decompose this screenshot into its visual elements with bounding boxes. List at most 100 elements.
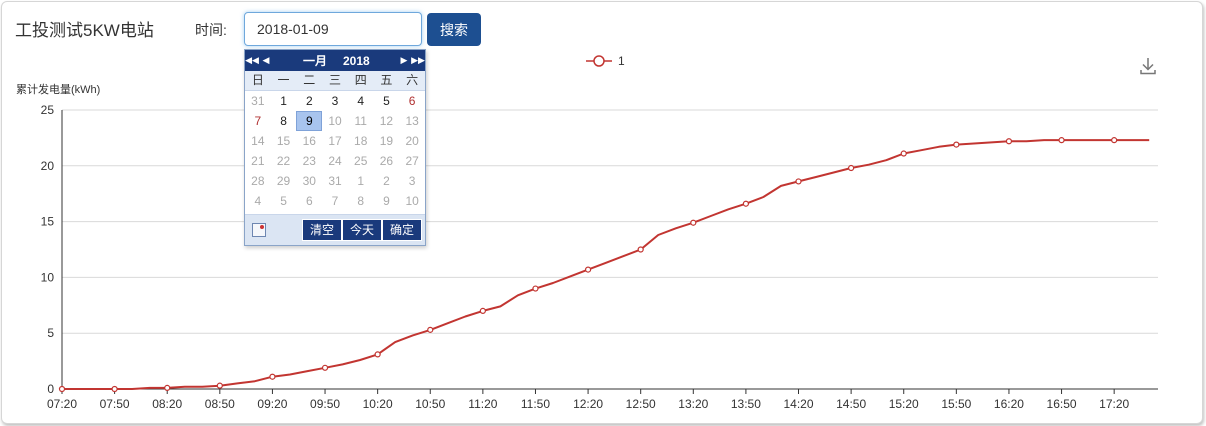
calendar-days: 31 1 2 3 4 5 6 7 8 9 10 11 12 13 14 15 16 17 18 19 20 21 22 23 2… bbox=[245, 91, 425, 211]
today-button[interactable]: 今天 bbox=[341, 219, 382, 241]
data-point bbox=[532, 285, 539, 292]
data-point bbox=[479, 307, 486, 314]
weekday-label: 日 bbox=[251, 73, 264, 87]
calendar-day[interactable]: 21 bbox=[251, 154, 265, 168]
calendar-day[interactable]: 10 bbox=[405, 194, 419, 208]
data-point bbox=[321, 364, 329, 371]
time-label: 时间: bbox=[195, 22, 227, 38]
x-tick-label: 13:50 bbox=[731, 397, 761, 411]
chart-legend[interactable]: 1 bbox=[586, 52, 625, 70]
calendar-day[interactable]: 18 bbox=[354, 134, 368, 148]
data-point bbox=[690, 219, 697, 226]
data-point bbox=[953, 141, 960, 148]
calendar-day[interactable]: 15 bbox=[276, 134, 291, 148]
data-point bbox=[374, 351, 381, 358]
data-point bbox=[164, 384, 171, 391]
double-chevron-left-icon[interactable]: ◀◀ bbox=[245, 55, 259, 65]
calendar-day[interactable]: 7 bbox=[254, 114, 262, 128]
data-point bbox=[900, 150, 907, 157]
chevron-right-icon[interactable]: ▶ bbox=[400, 55, 408, 65]
data-point bbox=[637, 246, 644, 253]
weekday-label: 三 bbox=[328, 73, 341, 87]
data-point bbox=[1111, 137, 1118, 144]
calendar-day[interactable]: 9 bbox=[383, 194, 390, 208]
calendar-day[interactable]: 24 bbox=[328, 154, 342, 168]
x-tick-label: 13:20 bbox=[678, 397, 708, 411]
calendar-year[interactable]: 2018 bbox=[343, 53, 370, 68]
x-tick-label: 08:20 bbox=[152, 397, 182, 411]
date-picker: ◀◀ ◀ 一月 2018 ▶ ▶▶ 日一二三四五六 31 1 2 3 4 5 6 7 8 9 10 1… bbox=[244, 49, 426, 246]
y-axis-label: 累计发电量(kWh) bbox=[16, 82, 100, 96]
chevron-left-icon[interactable]: ◀ bbox=[262, 55, 270, 65]
calendar-day[interactable]: 4 bbox=[254, 194, 262, 208]
series-line bbox=[62, 139, 1150, 390]
weekday-label: 六 bbox=[406, 73, 419, 87]
calendar-day[interactable]: 4 bbox=[357, 94, 365, 108]
data-point bbox=[427, 326, 434, 333]
calendar-day[interactable]: 1 bbox=[357, 174, 365, 188]
calendar-day[interactable]: 11 bbox=[354, 114, 367, 128]
data-point bbox=[742, 200, 750, 207]
x-tick-label: 11:50 bbox=[521, 397, 550, 411]
calendar-day[interactable]: 20 bbox=[405, 134, 419, 148]
data-point bbox=[111, 385, 118, 393]
x-tick-label: 17:20 bbox=[1099, 397, 1129, 411]
calendar-day[interactable]: 14 bbox=[251, 134, 265, 148]
calendar-weekdays: 日一二三四五六 bbox=[245, 71, 425, 91]
x-tick-label: 10:20 bbox=[363, 397, 393, 411]
calendar-day[interactable]: 17 bbox=[328, 134, 342, 148]
x-tick-label: 14:50 bbox=[836, 397, 866, 411]
download-icon[interactable] bbox=[1138, 56, 1158, 76]
calendar-day[interactable]: 5 bbox=[280, 194, 287, 208]
calendar-day[interactable]: 6 bbox=[408, 94, 416, 108]
calendar-day[interactable]: 2 bbox=[383, 174, 390, 188]
calendar-day[interactable]: 1 bbox=[280, 94, 287, 108]
data-point bbox=[269, 373, 276, 380]
calendar-day[interactable]: 29 bbox=[276, 174, 291, 188]
calendar-day[interactable]: 25 bbox=[354, 154, 368, 168]
calendar-month[interactable]: 一月 bbox=[302, 54, 327, 68]
calendar-day[interactable]: 2 bbox=[305, 94, 313, 108]
y-tick-label: 25 bbox=[41, 103, 55, 117]
x-tick-label: 16:50 bbox=[1047, 397, 1077, 411]
legend-marker-icon bbox=[586, 55, 612, 67]
data-point bbox=[584, 266, 592, 273]
calendar-day[interactable]: 10 bbox=[328, 114, 342, 128]
search-button[interactable]: 搜索 bbox=[427, 13, 481, 46]
calendar-day[interactable]: 8 bbox=[357, 194, 365, 208]
calendar-day[interactable]: 12 bbox=[379, 114, 394, 128]
weekday-label: 四 bbox=[354, 73, 367, 87]
calendar-day[interactable]: 27 bbox=[405, 154, 419, 168]
calendar-day[interactable]: 13 bbox=[405, 114, 419, 128]
calendar-day[interactable]: 30 bbox=[302, 174, 316, 188]
y-tick-label: 0 bbox=[47, 382, 54, 396]
calendar-day[interactable]: 19 bbox=[379, 134, 394, 148]
calendar-day[interactable]: 6 bbox=[305, 194, 313, 208]
y-tick-label: 20 bbox=[41, 159, 55, 173]
calendar-day[interactable]: 5 bbox=[383, 94, 390, 108]
data-point bbox=[795, 178, 802, 185]
double-chevron-right-icon[interactable]: ▶▶ bbox=[411, 55, 425, 65]
calendar-footer: 清空 今天 确定 bbox=[245, 214, 425, 245]
date-input[interactable] bbox=[244, 12, 422, 46]
calendar-day-selected[interactable]: 9 bbox=[296, 111, 323, 131]
y-tick-label: 15 bbox=[41, 215, 55, 229]
calendar-day[interactable]: 7 bbox=[331, 194, 339, 208]
calendar-icon[interactable] bbox=[252, 223, 266, 237]
legend-label: 1 bbox=[618, 54, 625, 68]
calendar-day[interactable]: 23 bbox=[302, 154, 316, 168]
calendar-day[interactable]: 28 bbox=[251, 174, 265, 188]
calendar-day[interactable]: 26 bbox=[379, 154, 394, 168]
calendar-day[interactable]: 31 bbox=[328, 174, 342, 188]
calendar-day[interactable]: 31 bbox=[251, 94, 265, 108]
calendar-day[interactable]: 3 bbox=[408, 174, 416, 188]
x-tick-label: 16:20 bbox=[994, 397, 1024, 411]
calendar-day[interactable]: 8 bbox=[280, 114, 287, 128]
ok-button[interactable]: 确定 bbox=[381, 219, 422, 241]
calendar-day[interactable]: 3 bbox=[331, 94, 339, 108]
calendar-day[interactable]: 16 bbox=[302, 134, 316, 148]
calendar-day[interactable]: 22 bbox=[276, 154, 291, 168]
clear-button[interactable]: 清空 bbox=[301, 219, 342, 241]
x-tick-label: 15:50 bbox=[941, 397, 971, 411]
